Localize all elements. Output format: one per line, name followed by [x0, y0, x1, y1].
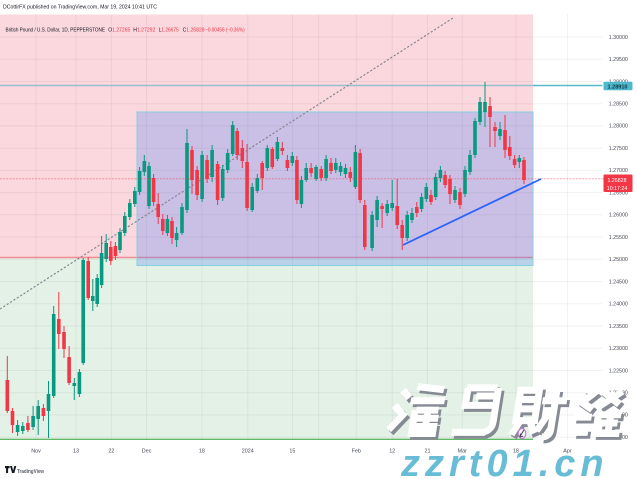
svg-text:15: 15	[289, 448, 295, 454]
svg-text:Nov: Nov	[31, 448, 41, 454]
svg-text:18: 18	[199, 448, 205, 454]
svg-text:Feb: Feb	[352, 448, 361, 454]
svg-text:British Pound / U.S. Dollar, 1: British Pound / U.S. Dollar, 1D, PEPPERS…	[6, 27, 106, 33]
svg-text:L1.26675: L1.26675	[159, 27, 179, 33]
svg-text:1.24500: 1.24500	[609, 279, 628, 285]
svg-text:22: 22	[108, 448, 114, 454]
svg-text:1.26828: 1.26828	[608, 178, 627, 184]
svg-text:13: 13	[73, 448, 79, 454]
svg-text:1.23500: 1.23500	[609, 324, 628, 330]
svg-text:1.27000: 1.27000	[609, 168, 628, 174]
svg-text:1.28910: 1.28910	[608, 84, 628, 90]
svg-text:21: 21	[425, 448, 431, 454]
svg-text:1.26000: 1.26000	[609, 213, 628, 219]
svg-text:1.30000: 1.30000	[609, 35, 628, 41]
svg-text:2024: 2024	[242, 448, 254, 454]
svg-text:−0.00456 (−0.36%): −0.00456 (−0.36%)	[205, 27, 245, 33]
svg-text:12: 12	[389, 448, 395, 454]
svg-text:1.24000: 1.24000	[609, 302, 628, 308]
svg-text:10:17:24: 10:17:24	[607, 186, 628, 192]
svg-text:1.23000: 1.23000	[609, 346, 628, 352]
svg-text:C1.26828: C1.26828	[183, 27, 205, 33]
svg-text:1.28000: 1.28000	[609, 124, 628, 130]
svg-text:1.29500: 1.29500	[609, 57, 628, 63]
svg-text:1.22500: 1.22500	[609, 368, 628, 374]
svg-text:1.25500: 1.25500	[609, 235, 628, 241]
svg-text:Apr: Apr	[563, 448, 572, 454]
svg-text:Mar: Mar	[458, 448, 467, 454]
svg-text:1.27500: 1.27500	[609, 146, 628, 152]
svg-text:TradingView: TradingView	[17, 469, 45, 475]
svg-text:zzrt01.cn: zzrt01.cn	[400, 443, 609, 479]
svg-text:H1.27292: H1.27292	[133, 27, 155, 33]
svg-text:1.26500: 1.26500	[609, 190, 628, 196]
svg-text:Dec: Dec	[142, 448, 152, 454]
svg-text:1.25000: 1.25000	[609, 257, 628, 263]
svg-text:O1.27265: O1.27265	[108, 27, 130, 33]
svg-text:18: 18	[513, 448, 519, 454]
svg-text:1.28500: 1.28500	[609, 102, 628, 108]
svg-text:DCottirFX published on Trading: DCottirFX published on TradingView.com, …	[3, 5, 157, 11]
